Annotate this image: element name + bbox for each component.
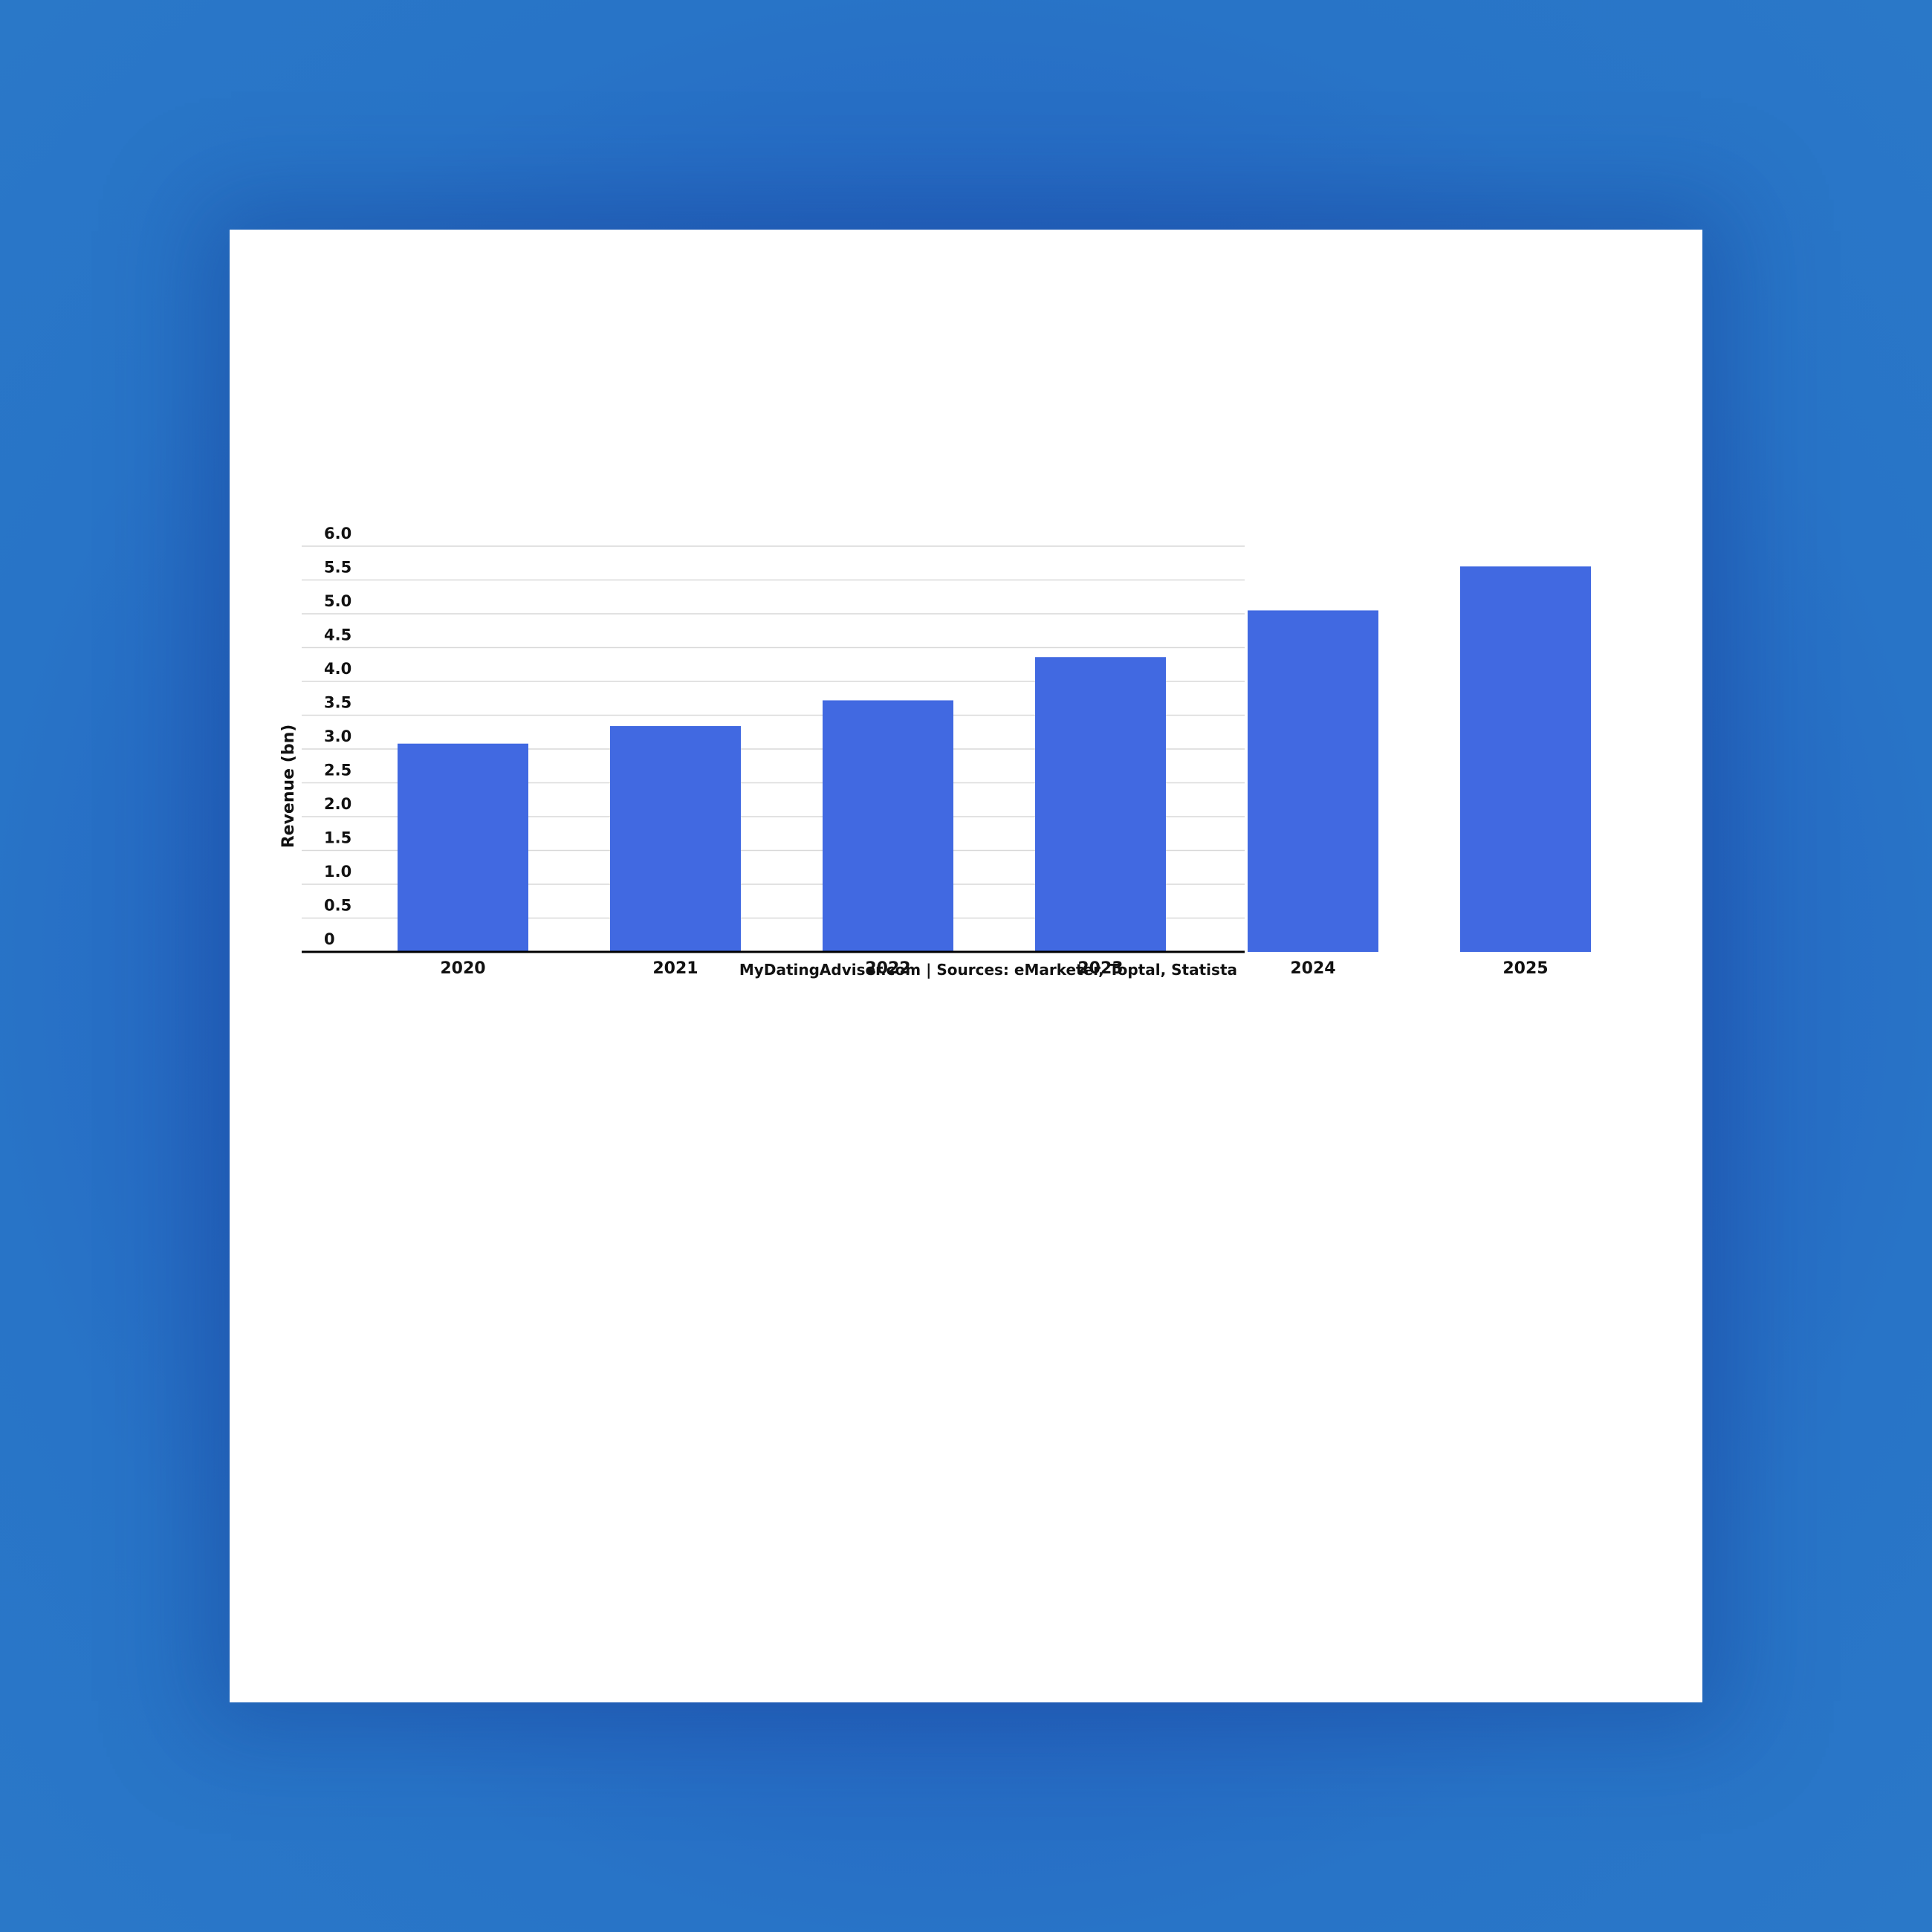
x-tick-label: 2024	[1290, 959, 1335, 978]
y-tick-label: 0	[324, 930, 335, 948]
y-tick-labels: 0 0.5 1.0 1.5 2.0 2.5 3.0 3.5 4.0 4.5 5.0 5.5 6.0	[324, 525, 351, 948]
bar-2020	[398, 743, 528, 952]
y-tick-label: 5.5	[324, 559, 351, 577]
y-tick-label: 1.0	[324, 863, 351, 881]
x-tick-label: 2021	[652, 959, 698, 978]
bar-2021	[610, 726, 741, 952]
bar-2025	[1460, 566, 1591, 952]
source-note: MyDatingAdviser.com | Sources: eMarketer…	[739, 961, 1237, 979]
y-tick-label: 4.0	[324, 660, 351, 678]
y-tick-label: 1.5	[324, 829, 351, 847]
y-tick-label: 4.5	[324, 626, 351, 644]
y-tick-label: 0.5	[324, 897, 351, 915]
y-tick-label: 6.0	[324, 525, 351, 542]
bar-2022	[823, 700, 953, 952]
bar-2024	[1248, 610, 1378, 952]
x-tick-label: 2022	[865, 959, 910, 978]
bar-chart: 0 0.5 1.0 1.5 2.0 2.5 3.0 3.5 4.0 4.5 5.0 5.5 6.0 20…	[279, 525, 1591, 979]
y-tick-label: 3.0	[324, 727, 351, 745]
x-tick-labels: 2020 2021 2022 2023 2024 2025	[440, 959, 1548, 978]
bars	[398, 566, 1591, 952]
y-tick-label: 2.5	[324, 762, 351, 779]
bar-2023	[1035, 657, 1166, 952]
y-tick-label: 2.0	[324, 795, 351, 813]
chart-card: 0 0.5 1.0 1.5 2.0 2.5 3.0 3.5 4.0 4.5 5.0 5.5 6.0 20…	[230, 230, 1702, 1702]
y-tick-label: 5.0	[324, 592, 351, 610]
y-axis-title: Revenue (bn)	[279, 724, 298, 849]
x-tick-label: 2020	[440, 959, 485, 978]
x-tick-label: 2025	[1503, 959, 1548, 978]
x-tick-label: 2023	[1077, 959, 1123, 978]
y-tick-label: 3.5	[324, 694, 351, 712]
